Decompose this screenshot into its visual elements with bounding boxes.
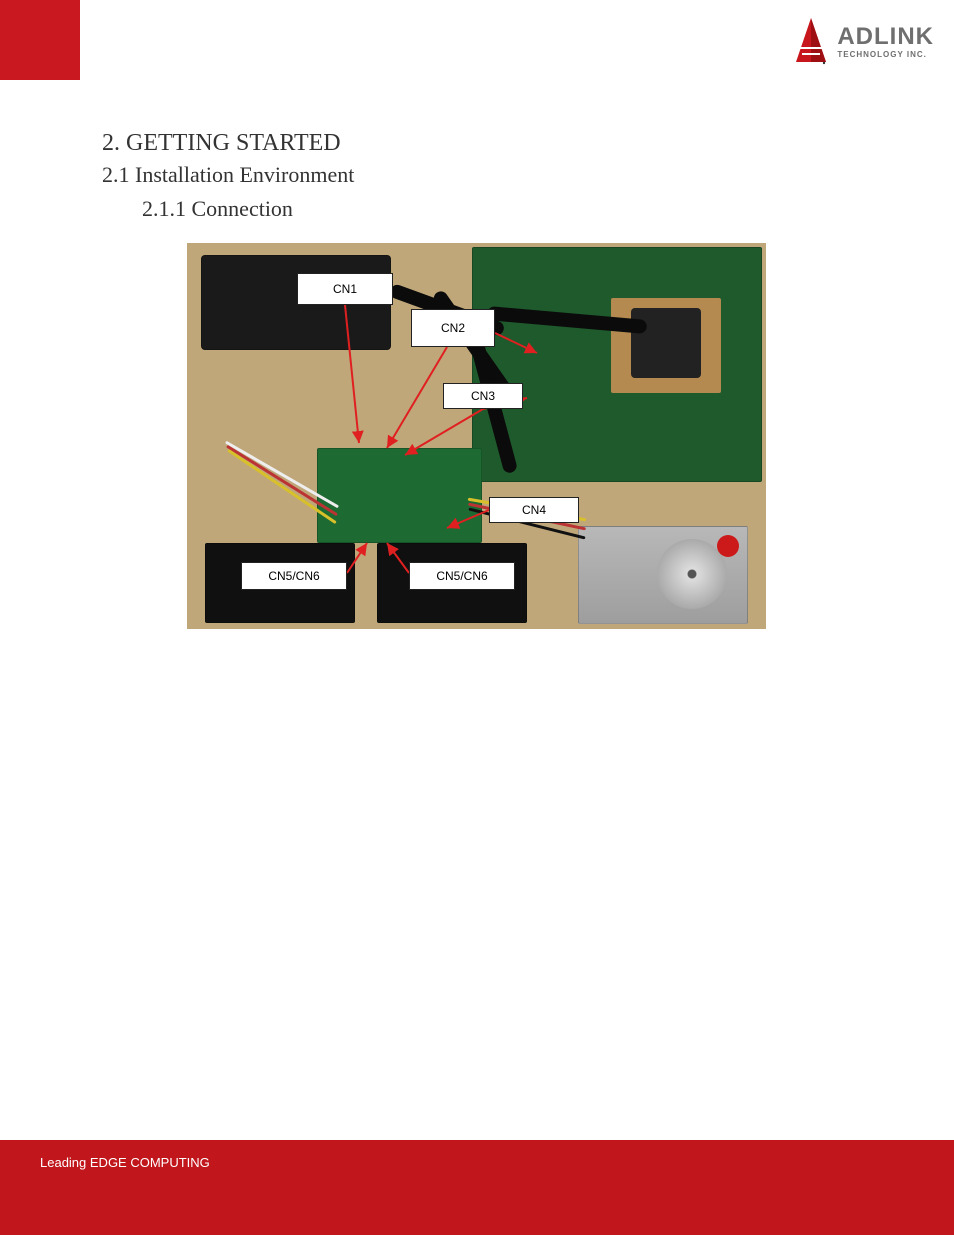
footer-line-1: Leading EDGE COMPUTING bbox=[40, 1155, 210, 1170]
logo-text-block: ADLINK TECHNOLOGY INC. bbox=[837, 25, 934, 59]
page-root: ADLINK TECHNOLOGY INC. 2. GETTING STARTE… bbox=[0, 0, 954, 1235]
subsection-heading: 2.1.1 Connection bbox=[142, 196, 293, 222]
footer-band: Leading EDGE COMPUTING bbox=[0, 1140, 954, 1235]
logo-triangle-icon bbox=[793, 18, 829, 66]
callout-label-cn1: CN1 bbox=[297, 273, 393, 305]
hdd-sticker-icon bbox=[717, 535, 739, 557]
hdd-platter-icon bbox=[657, 539, 727, 609]
figure-background: CN1 CN2 CN3 CN4 CN5/CN6 CN5/CN6 bbox=[187, 243, 766, 629]
device-motherboard bbox=[472, 247, 762, 482]
device-hdd bbox=[578, 526, 748, 624]
device-smps-board bbox=[317, 448, 482, 543]
device-cpu-fan bbox=[631, 308, 701, 378]
callout-label-cn5-6: CN5/CN6 bbox=[241, 562, 347, 590]
section-heading: 2. GETTING STARTED bbox=[102, 130, 341, 157]
logo-text-sub: TECHNOLOGY INC. bbox=[837, 51, 934, 59]
figure-photo: CN1 CN2 CN3 CN4 CN5/CN6 CN5/CN6 bbox=[187, 243, 766, 629]
callout-label-cn5-6: CN5/CN6 bbox=[409, 562, 515, 590]
callout-label-cn4: CN4 bbox=[489, 497, 579, 523]
logo-text-main: ADLINK bbox=[837, 25, 934, 49]
callout-label-cn3: CN3 bbox=[443, 383, 523, 409]
callout-label-cn2: CN2 bbox=[411, 309, 495, 347]
header-accent-box bbox=[0, 0, 80, 80]
brand-logo: ADLINK TECHNOLOGY INC. bbox=[793, 18, 934, 66]
section-subheading: 2.1 Installation Environment bbox=[102, 162, 354, 188]
